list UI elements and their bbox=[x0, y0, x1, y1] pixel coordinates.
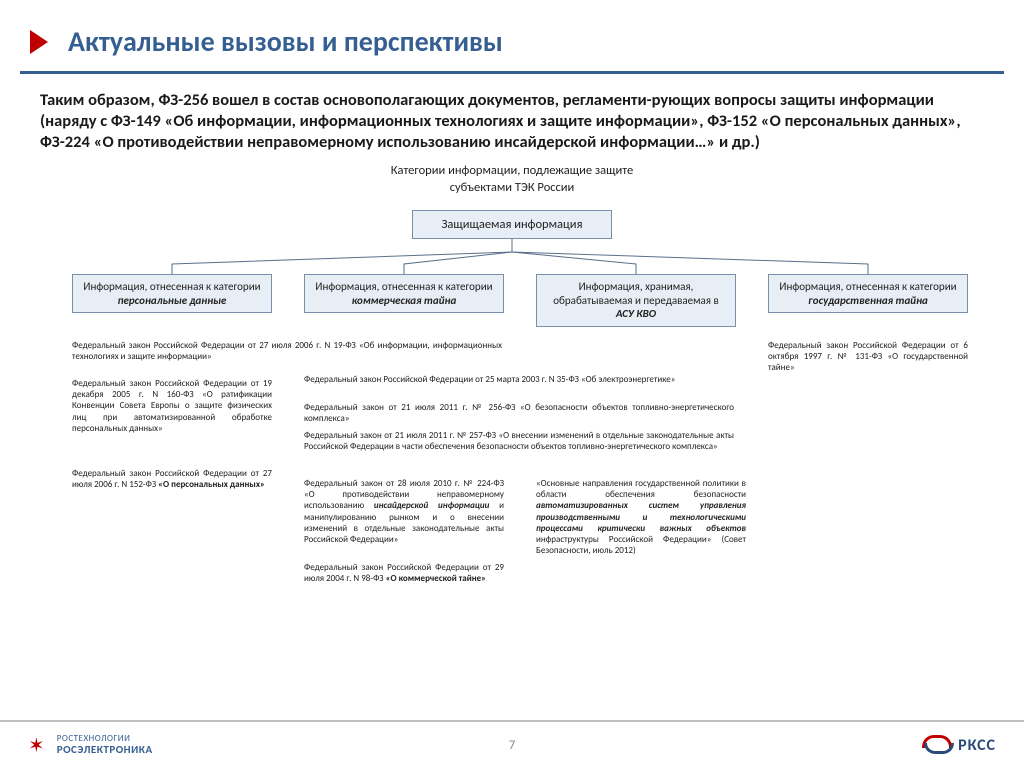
law-text-l2: Федеральный закон Российской Федерации о… bbox=[72, 378, 272, 434]
law-text-l6: Федеральный закон от 21 июля 2011 г. № 2… bbox=[304, 430, 734, 453]
law-text-l3: Федеральный закон Российской Федерации о… bbox=[72, 468, 272, 491]
slide-title: Актуальные вызовы и перспективы bbox=[68, 24, 503, 59]
page-number: 7 bbox=[509, 738, 516, 753]
subtitle-line-2: субъектами ТЭК России bbox=[450, 180, 575, 195]
hierarchy-diagram: Защищаемая информация Информация, отнесе… bbox=[32, 202, 992, 582]
diagram-subtitle: Категории информации, подлежащие защите … bbox=[0, 163, 1024, 196]
root-node: Защищаемая информация bbox=[412, 210, 612, 239]
triangle-bullet-icon bbox=[30, 30, 48, 54]
star-icon: ✶ bbox=[28, 733, 45, 758]
category-node-0: Информация, отнесенная к категорииперсон… bbox=[72, 274, 272, 314]
law-text-l1: Федеральный закон Российской Федерации о… bbox=[72, 340, 502, 363]
law-text-l5: Федеральный закон от 21 июля 2011 г. № 2… bbox=[304, 402, 734, 425]
footer-right-logo: РКСС bbox=[922, 735, 996, 755]
category-node-2: Информация, хранимая, обрабатываемая и п… bbox=[536, 274, 736, 327]
footer-left-logo: ✶ РОСТЕХНОЛОГИИ РОСЭЛЕКТРОНИКА bbox=[28, 733, 153, 758]
law-text-l8: Федеральный закон Российской Федерации о… bbox=[304, 562, 504, 585]
law-text-l4: Федеральный закон Российской Федерации о… bbox=[304, 374, 734, 385]
rkss-text: РКСС bbox=[958, 736, 996, 755]
law-text-l7: Федеральный закон от 28 июля 2010 г. № 2… bbox=[304, 478, 504, 546]
subtitle-line-1: Категории информации, подлежащие защите bbox=[391, 163, 633, 178]
category-node-3: Информация, отнесенная к категориигосуда… bbox=[768, 274, 968, 314]
intro-paragraph: Таким образом, ФЗ-256 вошел в состав осн… bbox=[0, 90, 1024, 163]
slide-header: Актуальные вызовы и перспективы bbox=[0, 0, 1024, 71]
title-divider bbox=[20, 71, 1004, 74]
slide-footer: ✶ РОСТЕХНОЛОГИИ РОСЭЛЕКТРОНИКА 7 РКСС bbox=[0, 720, 1024, 768]
law-text-l9: «Основные направления государственной по… bbox=[536, 478, 746, 557]
category-node-1: Информация, отнесенная к категориикоммер… bbox=[304, 274, 504, 314]
rkss-swirl-icon bbox=[922, 735, 950, 755]
footer-brand-2: РОСЭЛЕКТРОНИКА bbox=[57, 744, 153, 756]
law-text-l10: Федеральный закон Российской Федерации о… bbox=[768, 340, 968, 374]
